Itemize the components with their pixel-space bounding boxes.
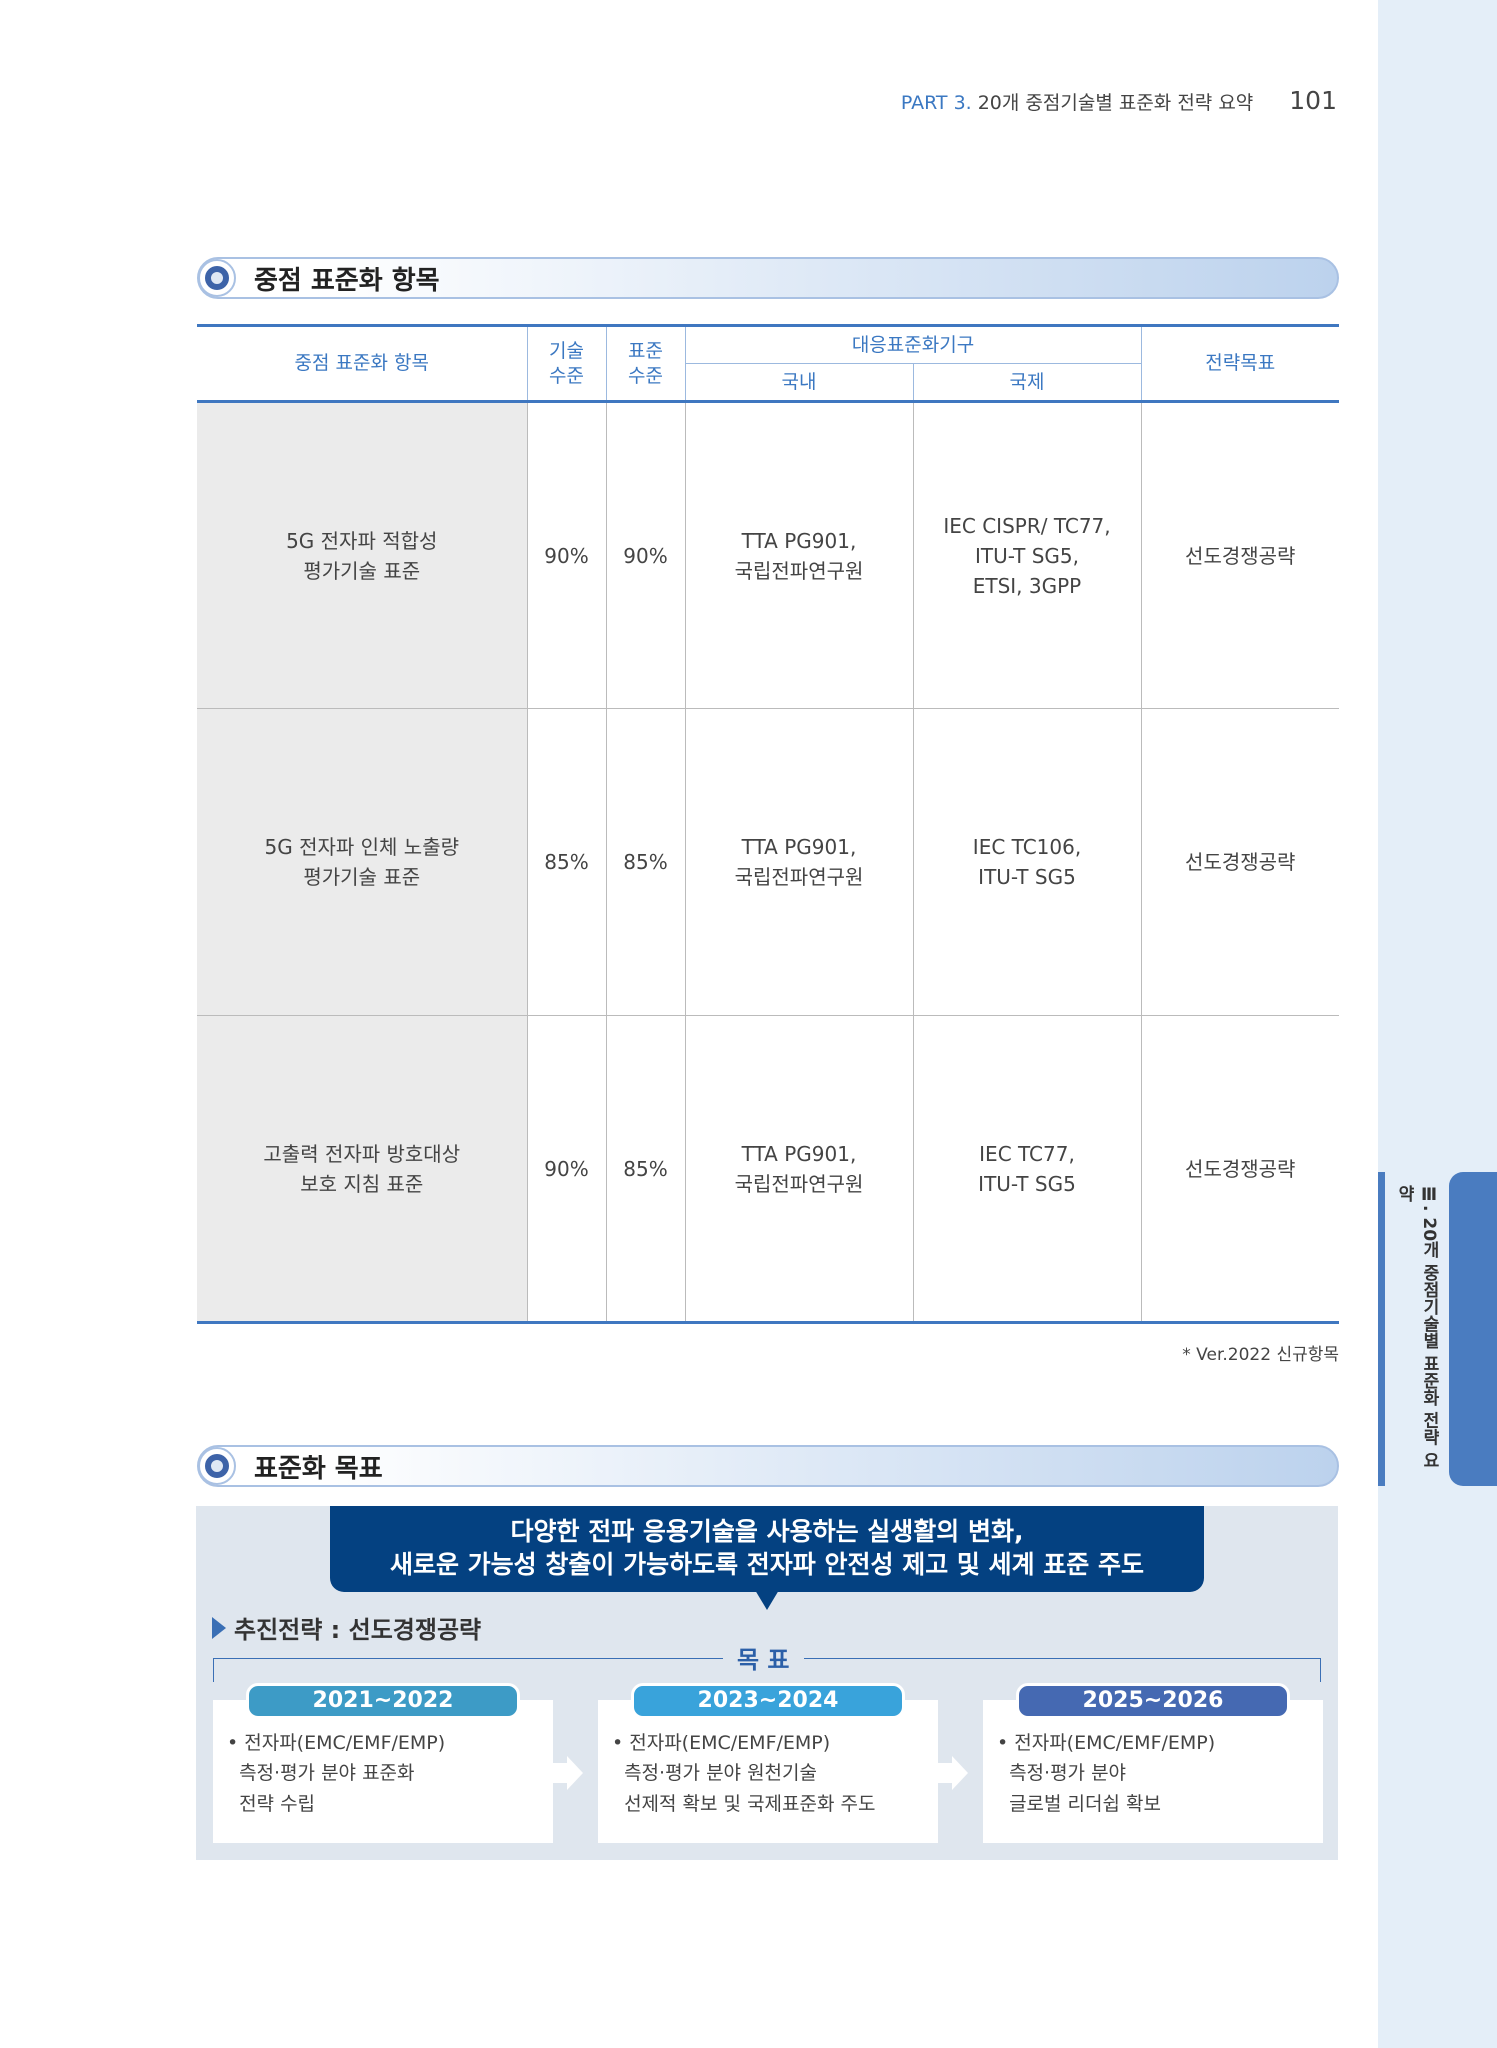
- bullet-circle-icon: [198, 1447, 236, 1485]
- goal-text: • 전자파(EMC/EMF/EMP) 측정·평가 분야 글로벌 리더쉽 확보: [997, 1732, 1216, 1815]
- vision-line-2: 새로운 가능성 창출이 가능하도록 전자파 안전성 제고 및 세계 표준 주도: [389, 1549, 1145, 1579]
- goal-card: • 전자파(EMC/EMF/EMP) 측정·평가 분야 글로벌 리더쉽 확보: [983, 1700, 1323, 1843]
- cell-goal: 선도경쟁공략: [1140, 401, 1339, 709]
- goal-text: • 전자파(EMC/EMF/EMP) 측정·평가 분야 원천기술 선제적 확보 …: [612, 1732, 876, 1815]
- table-row: 5G 전자파 적합성 평가기술 표준 90% 90% TTA PG901, 국립…: [197, 401, 1339, 709]
- chapter-tab[interactable]: [1449, 1172, 1497, 1486]
- cell-item: 5G 전자파 인체 노출량 평가기술 표준: [197, 708, 527, 1016]
- cell-tech: 90%: [526, 401, 606, 709]
- table-note: * Ver.2022 신규항목: [1182, 1345, 1339, 1365]
- cell-std: 85%: [605, 1015, 685, 1323]
- vision-banner: 다양한 전파 응용기술을 사용하는 실생활의 변화, 새로운 가능성 창출이 가…: [330, 1506, 1204, 1592]
- bullet-circle-icon: [198, 259, 236, 297]
- standardization-items-table: 중점 표준화 항목 기술 수준 표준 수준 대응표준화기구 전략목표 국내 국제…: [197, 324, 1339, 1324]
- header-domestic: 국내: [684, 363, 913, 402]
- cell-intl: IEC CISPR/ TC77, ITU-T SG5, ETSI, 3GPP: [912, 401, 1141, 709]
- goal-card: • 전자파(EMC/EMF/EMP) 측정·평가 분야 표준화 전략 수립: [213, 1700, 553, 1843]
- table-row: 5G 전자파 인체 노출량 평가기술 표준 85% 85% TTA PG901,…: [197, 708, 1339, 1016]
- part-label: PART 3.: [900, 92, 972, 114]
- cell-intl: IEC TC106, ITU-T SG5: [912, 708, 1141, 1016]
- section-title: 표준화 목표: [254, 1453, 383, 1484]
- cell-domestic: TTA PG901, 국립전파연구원: [684, 1015, 913, 1323]
- period-pill: 2023~2024: [631, 1683, 905, 1719]
- cell-domestic: TTA PG901, 국립전파연구원: [684, 708, 913, 1016]
- arrow-right-icon: [938, 1763, 952, 1783]
- section-heading-items: 중점 표준화 항목: [197, 257, 1339, 299]
- goal-card: • 전자파(EMC/EMF/EMP) 측정·평가 분야 원천기술 선제적 확보 …: [598, 1700, 938, 1843]
- header-goal: 전략목표: [1140, 325, 1339, 402]
- cell-item: 5G 전자파 적합성 평가기술 표준: [197, 401, 527, 709]
- triangle-bullet-icon: [212, 1616, 226, 1639]
- arrow-right-icon: [553, 1763, 567, 1783]
- header-std-level: 표준 수준: [605, 325, 685, 402]
- header-tech-level: 기술 수준: [526, 325, 606, 402]
- cell-intl: IEC TC77, ITU-T SG5: [912, 1015, 1141, 1323]
- banner-pointer: [755, 1590, 779, 1610]
- section-title: 중점 표준화 항목: [254, 265, 440, 296]
- table-row: 고출력 전자파 방호대상 보호 지침 표준 90% 85% TTA PG901,…: [197, 1015, 1339, 1323]
- period-pill: 2025~2026: [1016, 1683, 1290, 1719]
- header-international: 국제: [912, 363, 1141, 402]
- header-title: 20개 중점기술별 표준화 전략 요약: [977, 92, 1254, 114]
- arrow-right-icon: [952, 1756, 968, 1790]
- header-org: 대응표준화기구: [684, 325, 1141, 364]
- cell-tech: 90%: [526, 1015, 606, 1323]
- cell-item: 고출력 전자파 방호대상 보호 지침 표준: [197, 1015, 527, 1323]
- cell-std: 85%: [605, 708, 685, 1016]
- cell-goal: 선도경쟁공략: [1140, 708, 1339, 1016]
- section-heading-goals: 표준화 목표: [197, 1445, 1339, 1487]
- cell-tech: 85%: [526, 708, 606, 1016]
- running-header: PART 3. 20개 중점기술별 표준화 전략 요약 101: [901, 86, 1337, 115]
- cell-std: 90%: [605, 401, 685, 709]
- cell-goal: 선도경쟁공략: [1140, 1015, 1339, 1323]
- arrow-right-icon: [567, 1756, 583, 1790]
- header-item: 중점 표준화 항목: [294, 352, 429, 375]
- period-pill: 2021~2022: [246, 1683, 520, 1719]
- goal-title: 목 표: [723, 1640, 804, 1675]
- strategy-text: 추진전략 : 선도경쟁공략: [234, 1616, 482, 1644]
- chapter-tab-label: Ⅲ. 20개 중점기술별 표준화 전략 요약: [1394, 1185, 1439, 1469]
- strategy-label: 추진전략 : 선도경쟁공략: [212, 1610, 481, 1645]
- page-number: 101: [1289, 86, 1337, 115]
- vision-line-1: 다양한 전파 응용기술을 사용하는 실생활의 변화,: [510, 1517, 1024, 1546]
- cell-domestic: TTA PG901, 국립전파연구원: [684, 401, 913, 709]
- side-panel: [1378, 0, 1497, 2048]
- goal-text: • 전자파(EMC/EMF/EMP) 측정·평가 분야 표준화 전략 수립: [227, 1732, 446, 1815]
- side-accent-line: [1378, 1172, 1385, 1486]
